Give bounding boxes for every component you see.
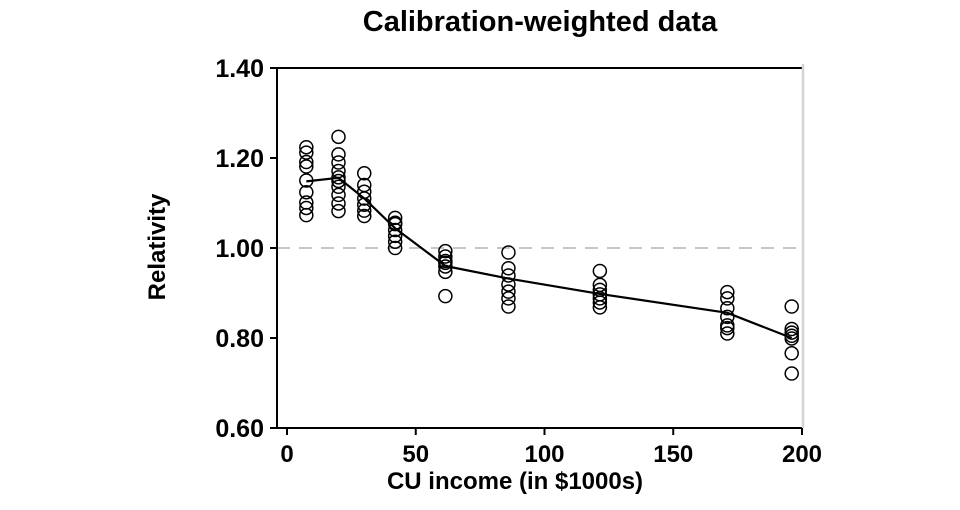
data-point bbox=[387, 210, 403, 226]
data-point bbox=[720, 309, 735, 325]
x-axis-title: CU income (in $1000s) bbox=[386, 468, 644, 495]
data-point bbox=[357, 203, 372, 218]
data-point bbox=[592, 295, 608, 310]
data-point bbox=[387, 216, 403, 232]
data-point bbox=[784, 299, 799, 314]
data-point bbox=[299, 154, 314, 170]
data-point bbox=[501, 299, 516, 314]
data-point bbox=[720, 326, 735, 341]
data-point bbox=[592, 300, 608, 315]
data-point bbox=[720, 301, 735, 316]
data-point bbox=[331, 170, 346, 185]
x-tick-label: 50 bbox=[402, 441, 429, 468]
data-point bbox=[592, 263, 608, 279]
data-point bbox=[299, 145, 314, 160]
data-point bbox=[387, 222, 403, 238]
mean-trend-line bbox=[306, 176, 793, 340]
x-tick-label: 100 bbox=[524, 441, 564, 468]
data-point bbox=[357, 191, 372, 206]
y-tick-label: 1.00 bbox=[215, 235, 264, 263]
data-point bbox=[331, 203, 346, 219]
y-axis-title: Relativity bbox=[144, 193, 171, 301]
data-point bbox=[501, 284, 516, 299]
data-point bbox=[438, 288, 453, 304]
data-point bbox=[331, 129, 346, 145]
data-point bbox=[299, 200, 314, 216]
data-point bbox=[784, 366, 799, 381]
y-tick-label: 1.40 bbox=[215, 55, 264, 83]
data-point bbox=[784, 321, 799, 337]
data-point bbox=[299, 207, 314, 223]
data-point bbox=[387, 240, 403, 256]
data-point bbox=[592, 291, 608, 306]
data-point bbox=[784, 346, 799, 361]
x-tick-label: 0 bbox=[280, 441, 293, 468]
data-point bbox=[331, 155, 346, 170]
data-point bbox=[784, 331, 799, 346]
chart-title: Calibration-weighted data bbox=[362, 6, 718, 38]
data-point bbox=[720, 320, 735, 336]
data-point bbox=[501, 261, 516, 276]
data-point bbox=[501, 268, 516, 283]
data-point bbox=[438, 243, 453, 259]
data-point bbox=[438, 249, 453, 264]
data-point bbox=[357, 208, 372, 224]
y-tick-label: 1.20 bbox=[215, 145, 264, 173]
data-point bbox=[331, 196, 346, 211]
y-tick-label: 0.60 bbox=[215, 415, 264, 443]
data-point bbox=[387, 234, 403, 249]
data-point bbox=[501, 291, 516, 306]
data-point bbox=[331, 147, 346, 162]
data-point bbox=[720, 291, 735, 306]
data-point bbox=[501, 245, 516, 260]
data-point bbox=[331, 187, 346, 203]
data-point bbox=[299, 159, 314, 174]
data-point bbox=[357, 166, 372, 181]
x-tick-label: 200 bbox=[782, 441, 822, 468]
data-point bbox=[299, 184, 314, 200]
data-point bbox=[331, 179, 346, 195]
x-tick-label: 150 bbox=[653, 441, 693, 468]
y-tick-label: 0.80 bbox=[215, 325, 264, 353]
data-point bbox=[299, 139, 314, 155]
data-point bbox=[720, 284, 735, 300]
data-point bbox=[331, 173, 346, 189]
data-point bbox=[438, 255, 453, 271]
